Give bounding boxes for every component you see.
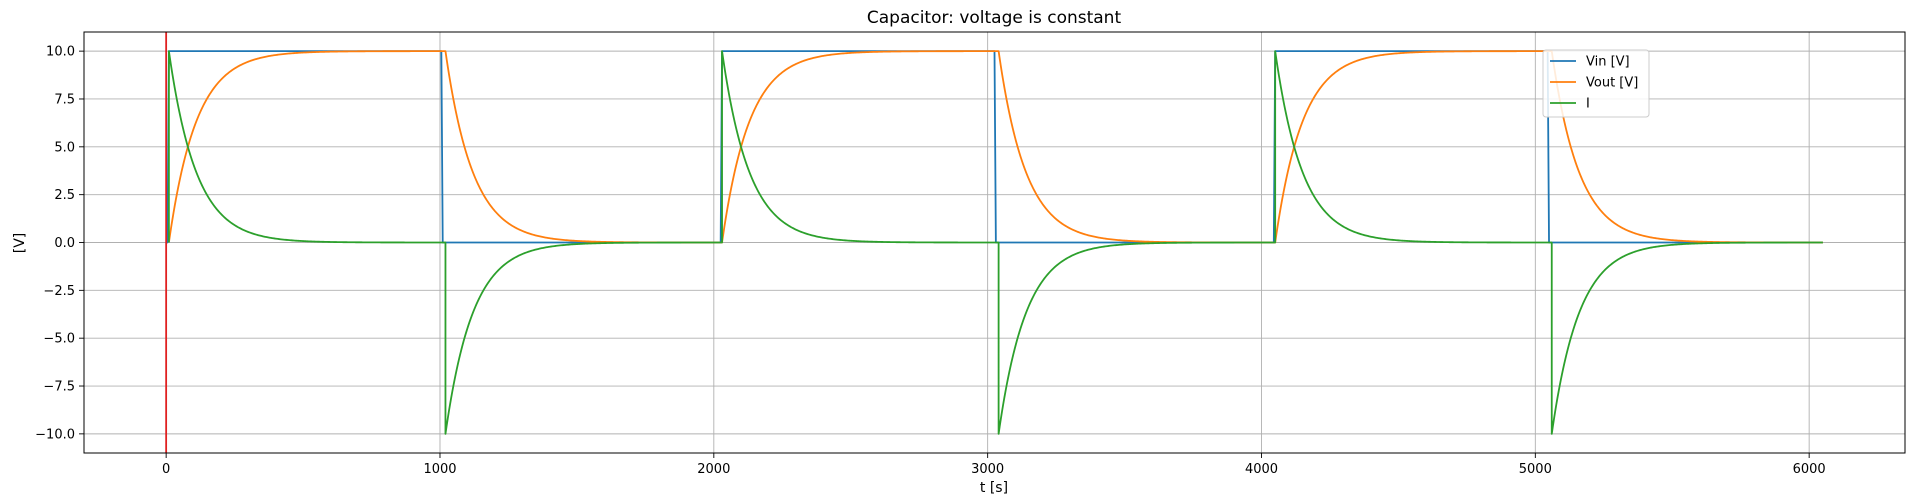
y-axis-label: [V] bbox=[12, 233, 28, 254]
series-line-i bbox=[167, 50, 1823, 435]
x-tick-label: 1000 bbox=[423, 462, 456, 477]
x-tick-label: 5000 bbox=[1519, 462, 1552, 477]
legend-entry: Vout [V] bbox=[1586, 76, 1638, 91]
y-tick-label: 10.0 bbox=[46, 45, 75, 60]
x-axis-label: t [s] bbox=[980, 480, 1008, 496]
x-tick-label: 2000 bbox=[697, 462, 730, 477]
legend-entry: Vin [V] bbox=[1586, 55, 1630, 70]
x-tick-label: 0 bbox=[162, 462, 170, 477]
y-tick-label: −10.0 bbox=[35, 427, 75, 442]
y-tick-label: 5.0 bbox=[54, 140, 75, 155]
x-tick-label: 6000 bbox=[1793, 462, 1826, 477]
x-tick-label: 3000 bbox=[971, 462, 1004, 477]
y-tick-label: 0.0 bbox=[54, 236, 75, 251]
y-tick-label: −2.5 bbox=[43, 284, 75, 299]
y-tick-label: −5.0 bbox=[43, 332, 75, 347]
x-axis-ticks: 0 1000 2000 3000 4000 5000 6000 bbox=[162, 453, 1826, 477]
x-tick-label: 4000 bbox=[1245, 462, 1278, 477]
legend-box bbox=[1542, 49, 1650, 118]
y-tick-label: 7.5 bbox=[54, 92, 75, 107]
y-axis-ticks: 10.0 7.5 5.0 2.5 0.0 −2.5 −5.0 −7.5 −10.0 bbox=[35, 45, 84, 442]
chart-title: Capacitor: voltage is constant bbox=[867, 8, 1122, 28]
y-tick-label: −7.5 bbox=[43, 380, 75, 395]
series-line-vin-v bbox=[166, 50, 1823, 244]
legend-entry: I bbox=[1586, 97, 1590, 112]
y-tick-label: 2.5 bbox=[54, 188, 75, 203]
legend: Vin [V] Vout [V] I bbox=[1542, 49, 1650, 118]
